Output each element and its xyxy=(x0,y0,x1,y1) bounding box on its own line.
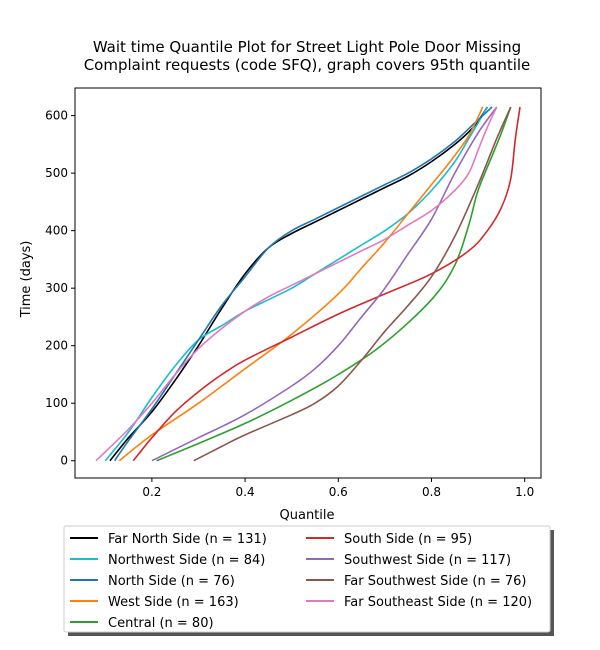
y-tick-label: 400 xyxy=(45,224,68,238)
axis-ticks: 0.2 0.4 0.6 0.8 1.0 0 100 200 300 400 500 600 xyxy=(45,109,534,499)
series-line-south-side xyxy=(132,106,521,462)
legend: Far North Side (n = 131) Northwest Side (… xyxy=(70,532,532,631)
series-line-central xyxy=(156,106,512,462)
x-tick-label: 0.4 xyxy=(236,485,255,499)
legend-label-west-side: West Side (n = 163) xyxy=(108,595,239,610)
x-tick-label: 1.0 xyxy=(515,485,534,499)
y-tick-label: 200 xyxy=(45,339,68,353)
y-tick-label: 500 xyxy=(45,166,68,180)
legend-label-far-southeast-side: Far Southeast Side (n = 120) xyxy=(344,595,532,610)
y-axis-label: Time (days) xyxy=(19,241,34,319)
legend-label-far-north-side: Far North Side (n = 131) xyxy=(108,532,267,547)
legend-label-northwest-side: Northwest Side (n = 84) xyxy=(108,553,265,568)
x-tick-label: 0.8 xyxy=(422,485,441,499)
series-line-far-north-side xyxy=(109,106,489,462)
legend-label-far-southwest-side: Far Southwest Side (n = 76) xyxy=(344,574,526,589)
legend-label-central: Central (n = 80) xyxy=(108,616,214,631)
series-line-north-side xyxy=(113,106,493,462)
series-line-southwest-side xyxy=(151,106,498,462)
legend-label-south-side: South Side (n = 95) xyxy=(344,532,472,547)
series-line-far-southwest-side xyxy=(193,106,512,462)
legend-label-north-side: North Side (n = 76) xyxy=(108,574,235,589)
chart-title-line-2: Complaint requests (code SFQ), graph cov… xyxy=(84,56,531,74)
x-axis-label: Quantile xyxy=(280,508,335,523)
chart-title-line-1: Wait time Quantile Plot for Street Light… xyxy=(93,38,521,56)
y-tick-label: 0 xyxy=(60,454,68,468)
series-line-west-side xyxy=(118,106,484,462)
plot-frame xyxy=(74,87,542,479)
y-tick-label: 300 xyxy=(45,281,68,295)
series-line-northwest-side xyxy=(104,106,489,462)
series-line-far-southeast-side xyxy=(95,106,498,462)
series-layer xyxy=(95,106,521,462)
legend-label-southwest-side: Southwest Side (n = 117) xyxy=(344,553,511,568)
y-tick-label: 600 xyxy=(45,109,68,123)
y-tick-label: 100 xyxy=(45,396,68,410)
x-tick-label: 0.2 xyxy=(142,485,161,499)
x-tick-label: 0.6 xyxy=(329,485,348,499)
